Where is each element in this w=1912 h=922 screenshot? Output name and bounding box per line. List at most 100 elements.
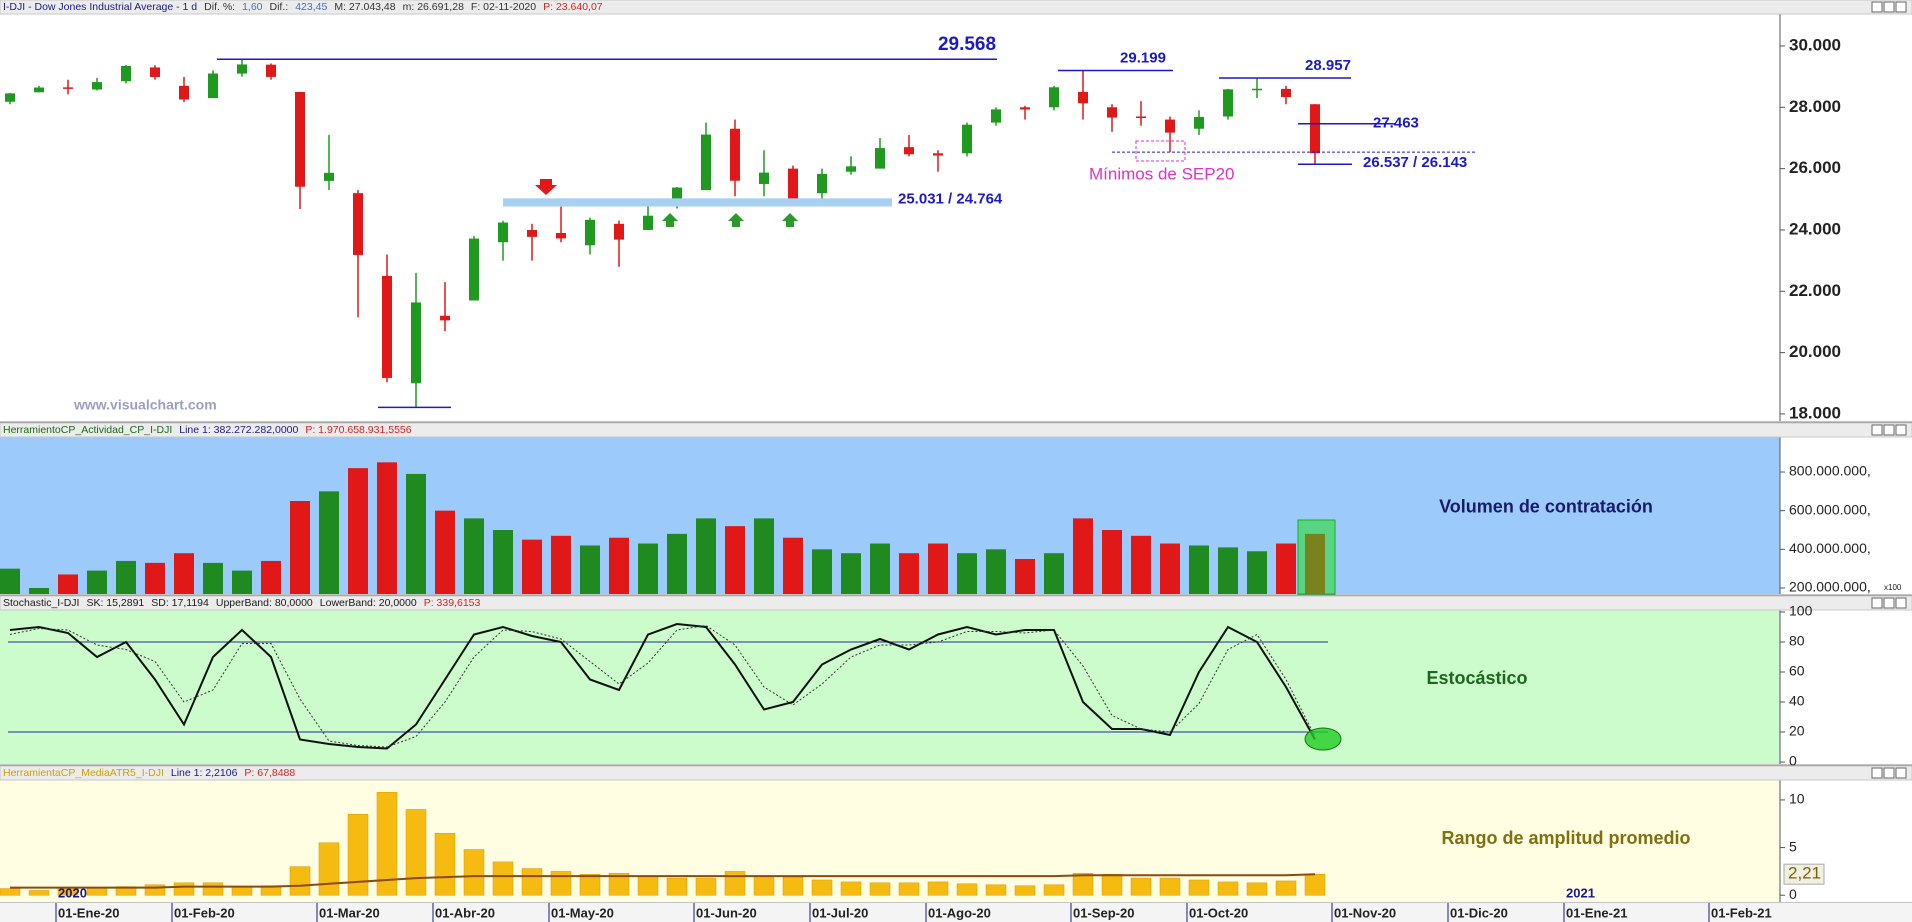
window-button[interactable] [1871, 1, 1883, 13]
candle-body [34, 87, 44, 93]
header-text: LowerBand: 20,0000 [320, 597, 417, 609]
bar [290, 500, 310, 594]
bar [725, 526, 745, 594]
window-button[interactable] [1883, 767, 1895, 779]
x-tick-label: 01-Feb-20 [174, 905, 235, 920]
highlight-box [1297, 519, 1336, 595]
bar [1304, 873, 1326, 896]
candle-body [1310, 104, 1320, 154]
bar [289, 866, 311, 896]
y-tick-label: 20 [1789, 723, 1805, 739]
header-text: UpperBand: 80,0000 [216, 597, 313, 609]
bar [405, 809, 427, 896]
bar [1218, 547, 1238, 594]
x-tick-label: 01-Jul-20 [812, 905, 868, 920]
header-text: F: 02-11-2020 [471, 1, 536, 13]
bar [0, 888, 21, 896]
y-tick-label: 800.000.000, [1789, 463, 1871, 479]
bar [609, 537, 629, 594]
bar [1247, 551, 1267, 594]
window-button[interactable] [1883, 424, 1895, 436]
x-tick-label: 01-Dic-20 [1450, 905, 1508, 920]
bar [1101, 874, 1123, 896]
bar [928, 543, 948, 594]
window-button[interactable] [1895, 767, 1907, 779]
y-tick-label: 400.000.000, [1789, 540, 1871, 556]
arrow-up [662, 213, 678, 227]
window-button[interactable] [1883, 1, 1895, 13]
bar [231, 886, 253, 896]
x-axis-strip [0, 903, 1912, 922]
x-tick-label: 01-Nov-20 [1334, 905, 1396, 920]
annotation: Mínimos de SEP20 [1089, 164, 1235, 183]
y-tick-label: 40 [1789, 693, 1805, 709]
year-label: 2020 [58, 885, 87, 900]
level-label: 26.537 / 26.143 [1363, 154, 1467, 171]
bar [86, 887, 108, 896]
header-text: P: 23.640,07 [543, 1, 603, 13]
level-label: 29.568 [938, 34, 996, 55]
bar [666, 877, 688, 896]
candle-body [614, 223, 624, 240]
x-tick-label: 01-Feb-21 [1711, 905, 1772, 920]
header-text: SK: 15,2891 [86, 597, 144, 609]
bar [957, 553, 977, 594]
window-button[interactable] [1871, 424, 1883, 436]
bar [1130, 877, 1152, 896]
bar [1072, 873, 1094, 896]
candle-body [150, 67, 160, 77]
header-text: P: 1.970.658.931,5556 [305, 424, 411, 436]
bar [696, 518, 716, 594]
window-button[interactable] [1895, 424, 1907, 436]
bar [144, 884, 166, 896]
bar [1160, 543, 1180, 594]
bar [1014, 885, 1036, 896]
bar [347, 813, 369, 896]
plot [8, 622, 1328, 750]
window-button[interactable] [1895, 597, 1907, 609]
candle-body [1252, 88, 1262, 91]
bar [174, 553, 194, 594]
window-button[interactable] [1871, 767, 1883, 779]
bar [406, 473, 426, 594]
last-value-label: 2,21 [1788, 864, 1821, 883]
y-tick-label: 60 [1789, 663, 1805, 679]
candle-body [1107, 107, 1117, 118]
candle-body [1165, 119, 1175, 133]
candle-body [585, 219, 595, 246]
stochastic-line [9, 624, 1316, 748]
x-tick-label: 01-Abr-20 [435, 905, 495, 920]
bar [521, 868, 543, 896]
header-text: m: 26.691,28 [403, 1, 464, 13]
bar [869, 882, 891, 896]
window-button[interactable] [1895, 1, 1907, 13]
window-button[interactable] [1883, 597, 1895, 609]
header-text: Line 1: 2,2106 [171, 767, 238, 779]
candle-body [353, 193, 363, 255]
y-tick-label: 10 [1789, 791, 1805, 807]
bar [87, 570, 107, 594]
support-band-label: 25.031 / 24.764 [898, 190, 1003, 207]
bar [724, 871, 746, 896]
window-button[interactable] [1871, 597, 1883, 609]
candle-body [266, 64, 276, 77]
bar [550, 871, 572, 896]
bar [1073, 518, 1093, 594]
panel-header [0, 765, 1912, 781]
bar [1276, 543, 1296, 594]
bar [1044, 553, 1064, 594]
bar [1043, 884, 1065, 896]
candle-body [556, 233, 566, 239]
y-tick-label: 22.000 [1789, 281, 1841, 300]
bar [261, 560, 281, 594]
bar [463, 849, 485, 896]
candle-body [730, 128, 740, 181]
bar [493, 530, 513, 594]
header-text: SD: 17,1194 [151, 597, 209, 609]
bar [637, 875, 659, 896]
panel-background [0, 596, 1780, 764]
bar [1188, 879, 1210, 896]
bar [202, 882, 224, 896]
panel-header [0, 595, 1912, 611]
